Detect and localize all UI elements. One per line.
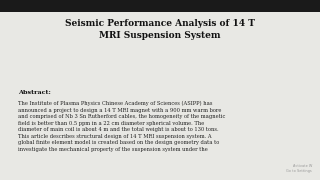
Text: Seismic Performance Analysis of 14 T
MRI Suspension System: Seismic Performance Analysis of 14 T MRI… [65, 19, 255, 40]
Text: The Institute of Plasma Physics Chinese Academy of Sciences (ASIPP) has
announce: The Institute of Plasma Physics Chinese … [18, 101, 225, 152]
FancyBboxPatch shape [0, 0, 320, 12]
Text: Abstract:: Abstract: [18, 90, 51, 95]
Text: Activate W
Go to Settings: Activate W Go to Settings [286, 164, 312, 173]
